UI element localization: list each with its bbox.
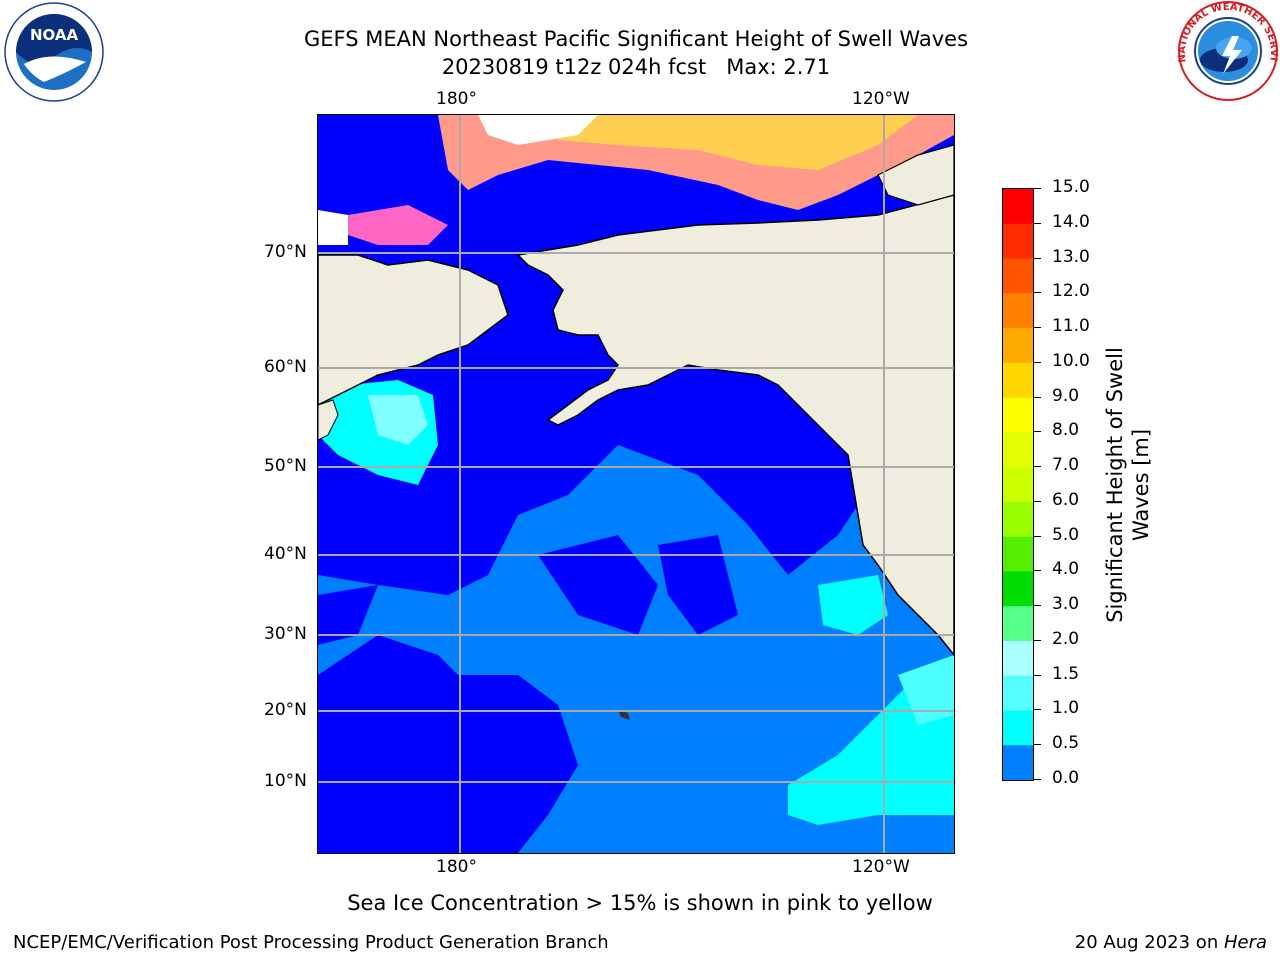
lat-tick-10n: 10°N xyxy=(264,771,307,791)
footer-date: 20 Aug 2023 on Hera xyxy=(1075,932,1267,953)
colorbar-tick-label: 15.0 xyxy=(1052,177,1090,197)
lat-tick-60n: 60°N xyxy=(264,357,307,377)
noaa-logo: NOAA xyxy=(4,2,104,102)
colorbar-band xyxy=(1003,675,1033,711)
colorbar-tick-label: 6.0 xyxy=(1052,489,1080,510)
graticule xyxy=(318,115,954,853)
colorbar-band xyxy=(1003,189,1033,225)
colorbar-tick-mark xyxy=(1034,605,1041,607)
colorbar-tick-mark xyxy=(1034,361,1041,363)
footer-host: Hera xyxy=(1223,932,1267,953)
colorbar-band xyxy=(1003,258,1033,294)
lat-tick-70n: 70°N xyxy=(264,242,307,262)
colorbar-tick-mark xyxy=(1034,674,1041,676)
colorbar-tick-label: 2.0 xyxy=(1052,628,1080,649)
colorbar-tick-label: 8.0 xyxy=(1052,420,1080,441)
colorbar-band xyxy=(1003,467,1033,503)
colorbar-tick-label: 3.0 xyxy=(1052,594,1080,615)
colorbar xyxy=(1002,188,1034,781)
colorbar-label-line2: Waves [m] xyxy=(1129,428,1153,542)
colorbar-tick-label: 13.0 xyxy=(1052,246,1090,267)
chart-subtitle: 20230819 t12z 024h fcst Max: 2.71 xyxy=(441,55,831,79)
lat-tick-50n: 50°N xyxy=(264,456,307,476)
colorbar-tick-label: 12.0 xyxy=(1052,281,1090,302)
colorbar-tick-mark xyxy=(1034,222,1041,224)
colorbar-tick-mark xyxy=(1034,570,1041,572)
lon-tick-bottom-120w: 120°W xyxy=(852,857,910,877)
colorbar-tick-label: 11.0 xyxy=(1052,316,1090,337)
colorbar-band xyxy=(1003,397,1033,433)
colorbar-tick-mark xyxy=(1034,188,1041,189)
chart-title: GEFS MEAN Northeast Pacific Significant … xyxy=(303,27,969,51)
footer-branch: NCEP/EMC/Verification Post Processing Pr… xyxy=(13,932,609,953)
colorbar-tick-mark xyxy=(1034,257,1041,259)
colorbar-tick-mark xyxy=(1034,292,1041,294)
lon-tick-top-120w: 120°W xyxy=(852,89,910,109)
lat-tick-30n: 30°N xyxy=(264,624,307,644)
colorbar-band xyxy=(1003,536,1033,572)
colorbar-tick-mark xyxy=(1034,779,1041,780)
colorbar-band xyxy=(1003,293,1033,329)
colorbar-tick-mark xyxy=(1034,500,1041,502)
swell-map xyxy=(318,115,954,853)
lon-tick-top-180: 180° xyxy=(436,89,477,109)
lat-tick-40n: 40°N xyxy=(264,544,307,564)
colorbar-band xyxy=(1003,362,1033,399)
colorbar-band xyxy=(1003,640,1033,677)
colorbar-band xyxy=(1003,432,1033,468)
colorbar-tick-label: 0.0 xyxy=(1052,768,1080,788)
colorbar-band xyxy=(1003,571,1033,607)
colorbar-swatches xyxy=(1003,189,1033,781)
colorbar-tick-label: 9.0 xyxy=(1052,385,1080,406)
colorbar-label-line1: Significant Height of Swell xyxy=(1103,347,1127,623)
colorbar-band xyxy=(1003,745,1033,781)
colorbar-tick-label: 7.0 xyxy=(1052,455,1080,476)
colorbar-band xyxy=(1003,606,1033,642)
colorbar-tick-mark xyxy=(1034,327,1041,329)
colorbar-tick-mark xyxy=(1034,396,1041,398)
colorbar-tick-label: 0.5 xyxy=(1052,733,1080,754)
colorbar-tick-label: 14.0 xyxy=(1052,211,1090,232)
map-frame xyxy=(317,114,955,854)
colorbar-band xyxy=(1003,328,1033,364)
colorbar-tick-label: 1.5 xyxy=(1052,663,1080,684)
lat-tick-20n: 20°N xyxy=(264,700,307,720)
colorbar-band xyxy=(1003,501,1033,538)
sea-ice-note: Sea Ice Concentration > 15% is shown in … xyxy=(347,891,933,915)
colorbar-band xyxy=(1003,223,1033,260)
colorbar-tick-mark xyxy=(1034,466,1041,468)
colorbar-tick-mark xyxy=(1034,639,1041,641)
nws-logo: NATIONAL WEATHER SERVICE xyxy=(1172,0,1280,102)
colorbar-tick-label: 10.0 xyxy=(1052,350,1090,371)
colorbar-band xyxy=(1003,710,1033,746)
alaska-landmass xyxy=(516,194,954,657)
map-panel xyxy=(318,115,954,853)
colorbar-tick-mark xyxy=(1034,744,1041,746)
colorbar-tick-label: 1.0 xyxy=(1052,698,1080,719)
colorbar-tick-label: 4.0 xyxy=(1052,559,1080,580)
colorbar-tick-label: 5.0 xyxy=(1052,524,1080,545)
colorbar-tick-mark xyxy=(1034,535,1041,537)
footer-date-text: 20 Aug 2023 on xyxy=(1074,932,1224,953)
lon-tick-bottom-180: 180° xyxy=(436,857,477,877)
noaa-logo-text: NOAA xyxy=(30,26,79,44)
colorbar-tick-mark xyxy=(1034,709,1041,711)
colorbar-tick-mark xyxy=(1034,431,1041,433)
